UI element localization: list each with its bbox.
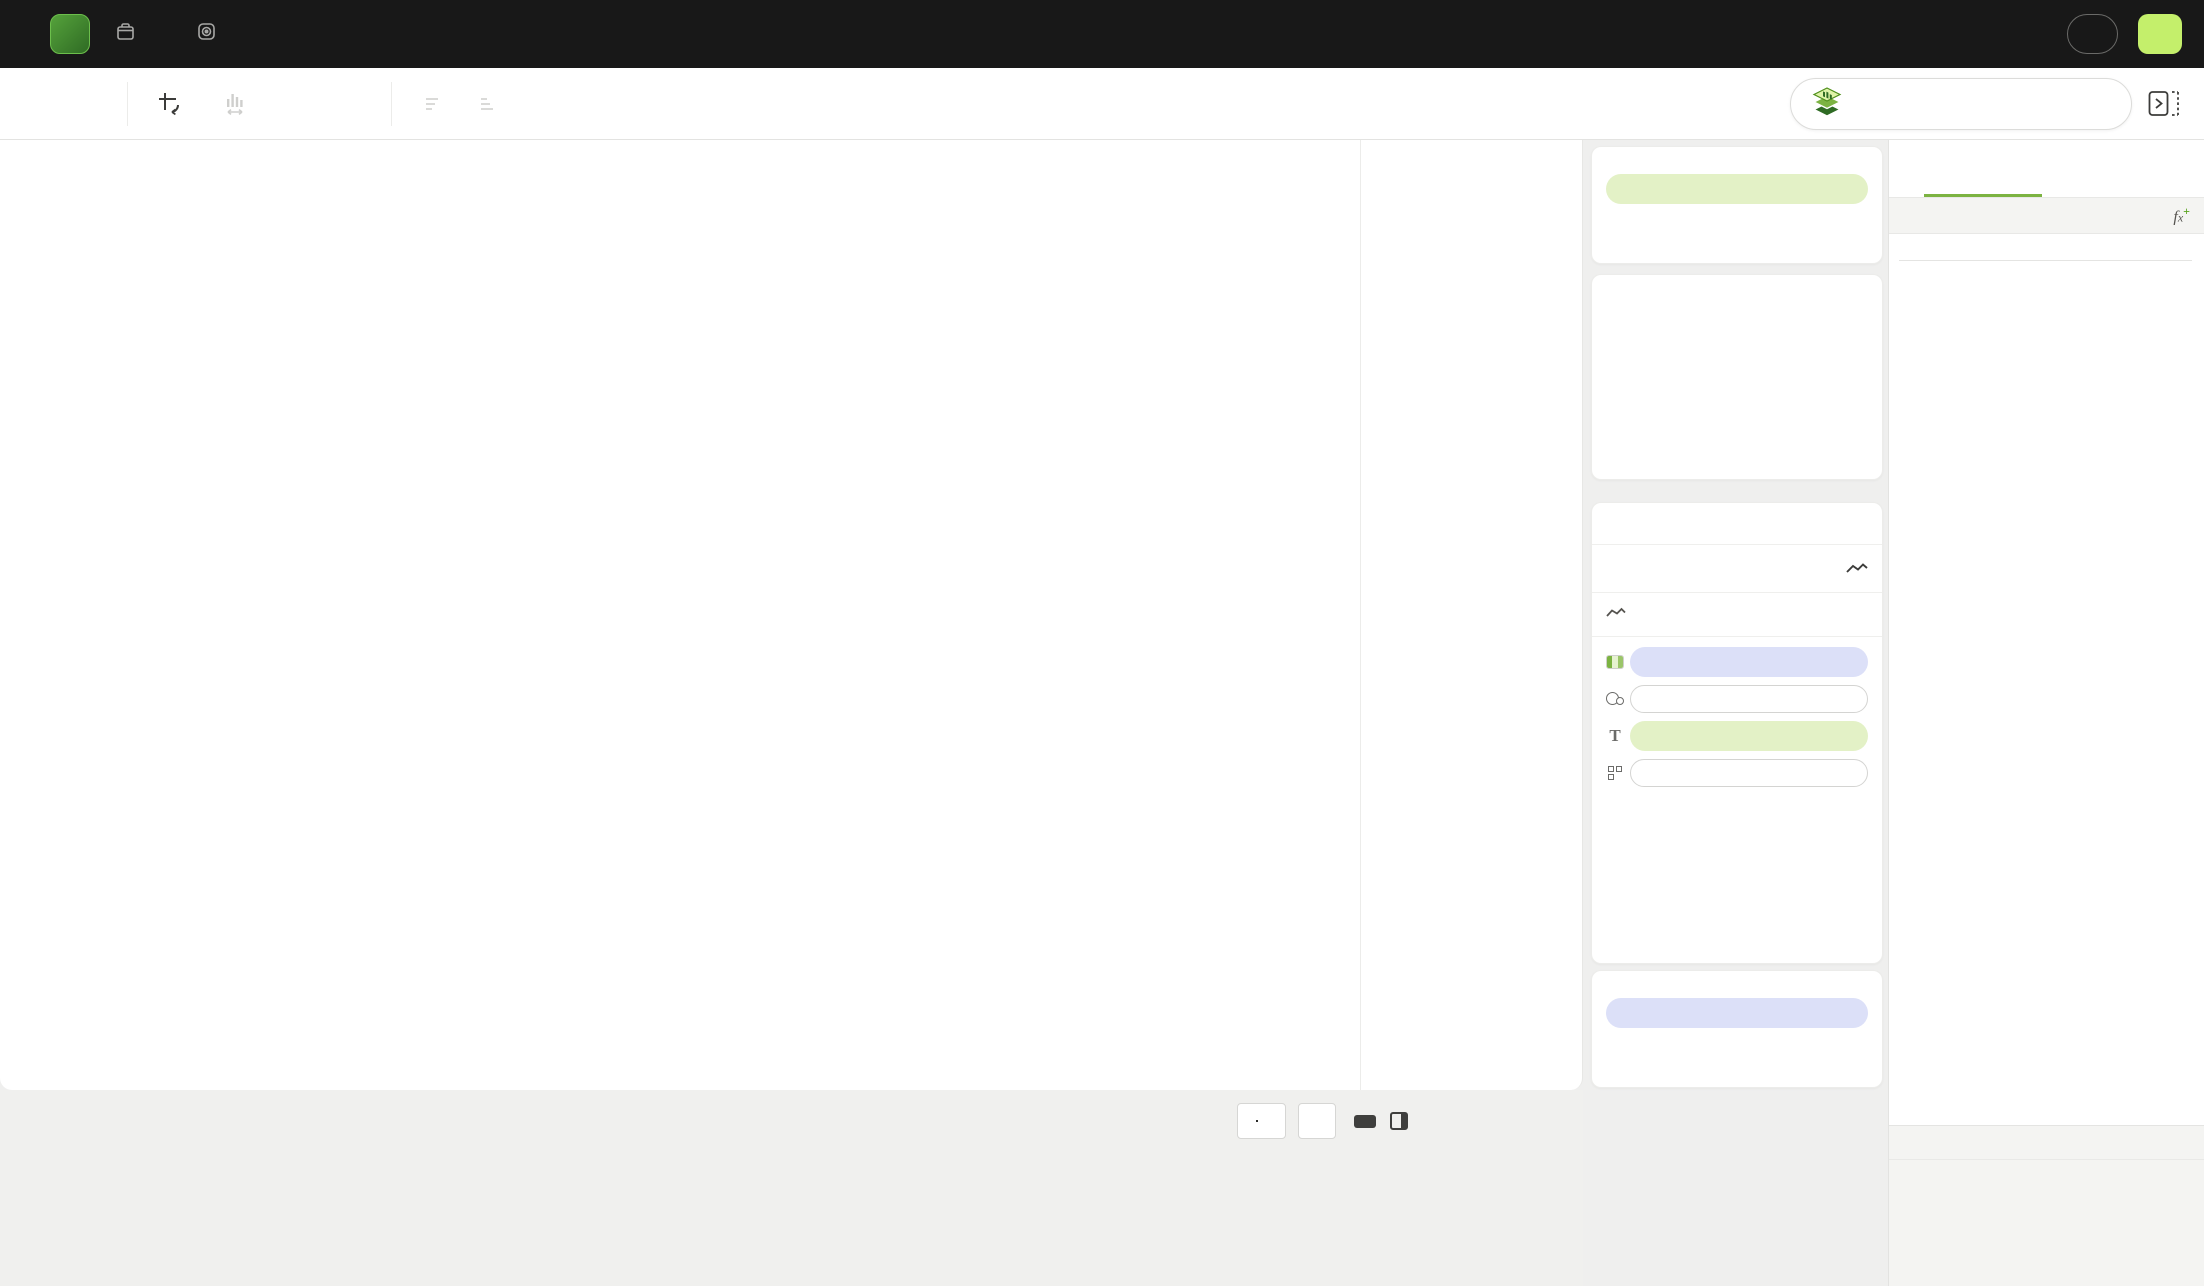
copy-button[interactable] (1298, 1103, 1336, 1139)
label-mark-icon: T (1609, 726, 1621, 745)
all-layers-card: T (1591, 502, 1883, 964)
add-calculated-field-icon[interactable]: fx+ (2173, 204, 2190, 226)
result-table-section (0, 1090, 1583, 1286)
columns-shelf (1591, 146, 1883, 264)
size-field-dropzone[interactable] (1630, 685, 1868, 713)
layer-order-total-qty[interactable] (1592, 545, 1882, 593)
expand-table-icon[interactable] (1390, 1112, 1408, 1130)
report-icon (197, 22, 216, 47)
sort-ascending-icon[interactable] (425, 96, 439, 112)
visual-explorer-menu[interactable] (1790, 78, 2132, 130)
project-icon (116, 22, 135, 47)
sort-descending-icon[interactable] (480, 96, 494, 112)
mark-type-selector[interactable] (1592, 593, 1882, 637)
section-divider (1899, 260, 2192, 261)
label-pill-order-total-qty[interactable] (1630, 721, 1868, 751)
fields-header-bar: fx+ (1889, 198, 2204, 234)
collapse-panel-icon[interactable] (2148, 90, 2180, 122)
save-exploration-button[interactable] (2138, 14, 2182, 54)
fields-panel: fx+ (1888, 140, 2204, 1286)
chart-toolbar (0, 68, 2204, 140)
details-section (1889, 1125, 2204, 1286)
breadcrumb (90, 22, 252, 47)
detail-mark-icon (1600, 766, 1630, 780)
toolbar-divider (391, 82, 392, 126)
size-mark-icon (1600, 691, 1630, 707)
filter-pill-web-event-channel[interactable] (1606, 998, 1868, 1028)
filters-shelf (1591, 970, 1883, 1088)
details-header[interactable] (1889, 1126, 2204, 1160)
back-to-report-button[interactable] (2067, 14, 2118, 54)
columns-pill-month[interactable] (1606, 174, 1868, 204)
marks-card: T (1592, 637, 1882, 801)
fit-bars-icon[interactable] (225, 91, 257, 117)
legend-column (1360, 140, 1583, 1090)
line-chart-icon (1606, 606, 1626, 624)
workspace-icon[interactable] (50, 14, 90, 54)
charts (0, 140, 1360, 1090)
field-list (1889, 234, 2204, 1225)
chart-canvas-card (0, 140, 1583, 1090)
top-bar (0, 0, 2204, 68)
rows-shelf (1591, 274, 1883, 480)
collapse-table-icon[interactable] (1354, 1114, 1376, 1128)
detail-field-dropzone[interactable] (1630, 759, 1868, 787)
active-tab-underline (1924, 194, 2042, 197)
visual-explorer-icon (1809, 84, 1845, 125)
panel-tabs (1889, 140, 2204, 198)
shelf-panel: T (1591, 140, 1883, 1286)
download-icon (1256, 1120, 1258, 1122)
swap-axes-icon[interactable] (156, 90, 184, 118)
line-chart-icon (1846, 562, 1868, 575)
toolbar-divider (127, 82, 128, 126)
export-button[interactable] (1237, 1103, 1286, 1139)
color-pill-measure-names[interactable] (1630, 647, 1868, 677)
color-mark-icon (1600, 655, 1630, 669)
